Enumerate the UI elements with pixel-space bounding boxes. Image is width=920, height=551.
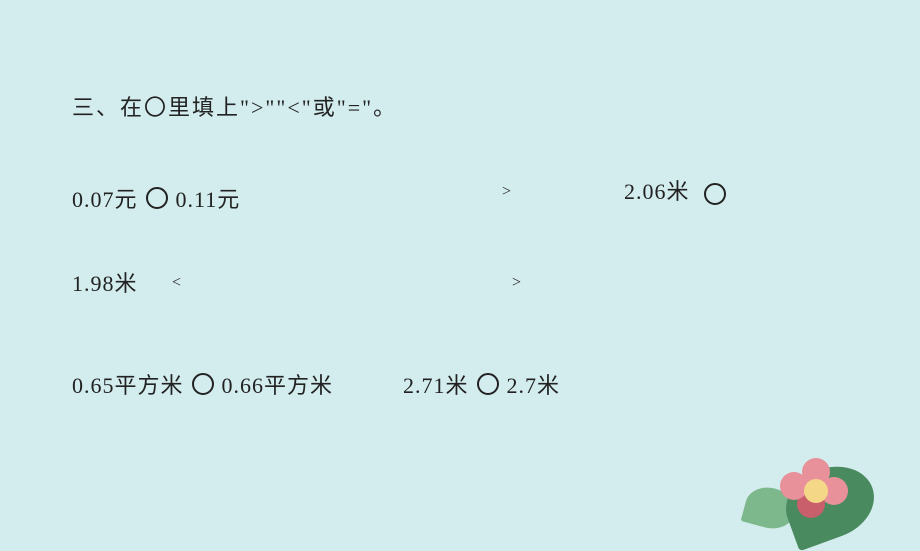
answer-3: > (512, 274, 521, 292)
flower-decoration (730, 458, 880, 518)
problem-1: 0.07元 0.11元 (72, 182, 240, 214)
p4-right: 2.7米 (507, 368, 561, 400)
problem-2-part2: 1.98米 (72, 266, 138, 298)
p2-left: 2.06米 (624, 179, 690, 204)
problem-row-3: 0.65平方米 0.66平方米 2.71米 2.7米 (72, 368, 848, 400)
blank-circle-icon (146, 187, 168, 209)
answer-1: > (502, 183, 511, 201)
p3-left: 0.65平方米 (72, 368, 184, 400)
p4-left: 2.71米 (403, 368, 469, 400)
p1-right: 0.11元 (176, 182, 241, 214)
flower-center-icon (804, 479, 828, 503)
question-title: 三、在〇里填上">""<"或"="。 (72, 90, 848, 122)
answer-2: < (172, 274, 181, 292)
blank-circle-icon (192, 373, 214, 395)
problem-4: 2.71米 2.7米 (403, 368, 560, 400)
p1-left: 0.07元 (72, 182, 138, 214)
problem-2-part1: 2.06米 (624, 178, 894, 207)
p3-right: 0.66平方米 (222, 368, 334, 400)
problems-container: 0.07元 0.11元 2.06米 1.98米 0.65平方米 0.66平方米 (72, 182, 848, 400)
p2-right: 1.98米 (72, 266, 138, 298)
problem-row-1: 0.07元 0.11元 2.06米 (72, 182, 848, 214)
problem-3: 0.65平方米 0.66平方米 (72, 368, 333, 400)
blank-circle-icon (477, 373, 499, 395)
blank-circle-icon (704, 183, 726, 205)
problem-row-2: 1.98米 (72, 266, 848, 298)
